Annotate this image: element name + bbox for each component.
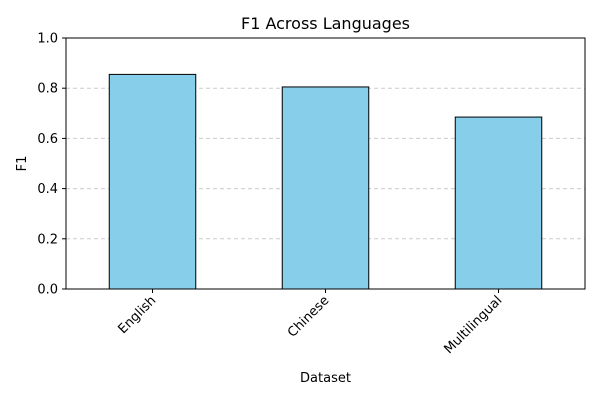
x-tick-label: English [116,293,160,337]
y-tick-label: 0.4 [37,182,58,197]
y-tick-label: 0.0 [37,283,58,298]
y-tick-label: 0.6 [37,132,58,147]
bar-chinese [281,86,370,290]
y-axis-title: F1 [15,156,30,172]
x-tick-label: Multilingual [441,293,505,357]
y-tick-layer: 0.0 0.2 0.4 0.6 0.8 1.0 [37,32,66,298]
bar-layer [108,73,543,290]
x-tick-label: Chinese [285,293,332,340]
x-axis-title: Dataset [300,371,351,386]
bar-english [108,73,197,290]
y-tick-label: 1.0 [37,32,58,47]
y-tick-label: 0.8 [37,82,58,97]
bar-multilingual [454,116,543,290]
y-tick-label: 0.2 [37,232,58,247]
chart-title: F1 Across Languages [241,14,410,33]
x-tick-layer: English Chinese Multilingual [116,289,505,357]
